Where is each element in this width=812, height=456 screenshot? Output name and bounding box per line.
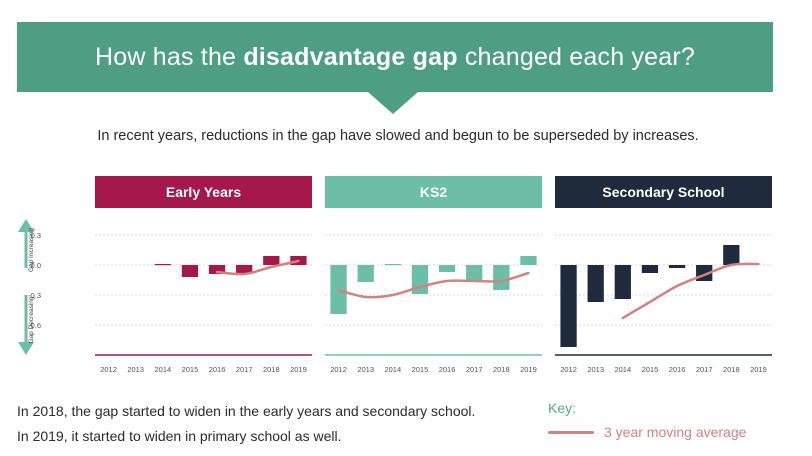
bar	[614, 265, 631, 299]
x-tick-label: 2016	[209, 365, 226, 374]
x-tick-label: 2014	[154, 365, 171, 374]
y-tick-label: -0.6	[28, 321, 41, 330]
bar	[587, 265, 604, 302]
title-suffix: changed each year?	[457, 42, 695, 71]
bar	[263, 256, 280, 265]
key-moving-average-label: 3 year moving average	[604, 424, 747, 440]
panel-title-secondary: Secondary School	[602, 184, 725, 200]
bar	[438, 265, 456, 272]
key-moving-average-swatch	[548, 431, 594, 434]
bar	[641, 265, 659, 273]
chart-area: 0.3 -0.0 -0.3 -0.6 Gap Increasing Gap Decreas…	[18, 219, 772, 374]
x-tick-label: 2012	[100, 365, 117, 374]
bar	[384, 264, 401, 266]
title-prefix: How has the	[95, 42, 244, 71]
gap-increasing-label: Gap Increasing	[28, 228, 35, 272]
moving-average-line	[337, 271, 530, 299]
x-tick-label: 2019	[290, 365, 307, 374]
bar	[520, 256, 537, 265]
bar	[236, 265, 253, 274]
bar	[466, 265, 483, 281]
gap-decreasing-arrow-icon	[18, 342, 34, 355]
gap-increasing-arrow-icon	[18, 219, 34, 232]
x-tick-label: 2018	[493, 365, 510, 374]
x-tick-label: 2019	[520, 365, 537, 374]
title-bold: disadvantage gap	[243, 42, 458, 71]
x-tick-label: 2017	[236, 365, 253, 374]
moving-average-line	[215, 259, 300, 276]
key-title: Key:	[548, 400, 577, 416]
x-tick-label: 2013	[357, 365, 374, 374]
x-tick-label: 2015	[412, 365, 429, 374]
bar	[560, 265, 577, 347]
x-tick-label: 2013	[127, 365, 144, 374]
x-tick-label: 2016	[439, 365, 456, 374]
x-tick-label: 2017	[696, 365, 713, 374]
footnote-2018: In 2018, the gap started to widen in the…	[17, 403, 476, 419]
x-tick-label: 2015	[182, 365, 199, 374]
panel-header-ks2: KS2	[325, 176, 542, 208]
x-tick-label: 2014	[384, 365, 401, 374]
bar	[154, 264, 171, 266]
x-tick-label: 2017	[466, 365, 483, 374]
y-tick-label: -0.3	[28, 291, 41, 300]
bar	[208, 265, 226, 274]
panel-title-early-years: Early Years	[165, 184, 242, 200]
x-tick-label: 2018	[723, 365, 740, 374]
y-tick-label: 0.3	[31, 231, 41, 240]
x-tick-label: 2019	[750, 365, 767, 374]
banner-pointer	[368, 92, 418, 114]
panel-title-ks2: KS2	[419, 184, 448, 200]
bar	[181, 265, 199, 277]
title-banner: How has the disadvantage gap changed eac…	[17, 22, 773, 92]
bar	[493, 265, 510, 290]
footnote-2019: In 2019, it started to widen in primary …	[17, 428, 342, 444]
x-tick-label: 2015	[642, 365, 659, 374]
bar	[668, 265, 686, 268]
y-tick-label: -0.0	[28, 261, 41, 270]
x-tick-label: 2013	[587, 365, 604, 374]
x-tick-label: 2016	[669, 365, 686, 374]
bar	[357, 265, 374, 282]
x-tick-label: 2012	[330, 365, 347, 374]
x-tick-label: 2018	[263, 365, 280, 374]
subtitle: In recent years, reductions in the gap h…	[97, 128, 699, 144]
x-tick-label: 2012	[560, 365, 577, 374]
x-tick-label: 2014	[614, 365, 631, 374]
gap-decreasing-label: Gap Decreasing	[28, 296, 35, 343]
panel-header-early-years: Early Years	[95, 176, 312, 208]
bar	[723, 245, 740, 265]
moving-average-line	[621, 262, 760, 320]
panel-header-secondary: Secondary School	[555, 176, 772, 208]
